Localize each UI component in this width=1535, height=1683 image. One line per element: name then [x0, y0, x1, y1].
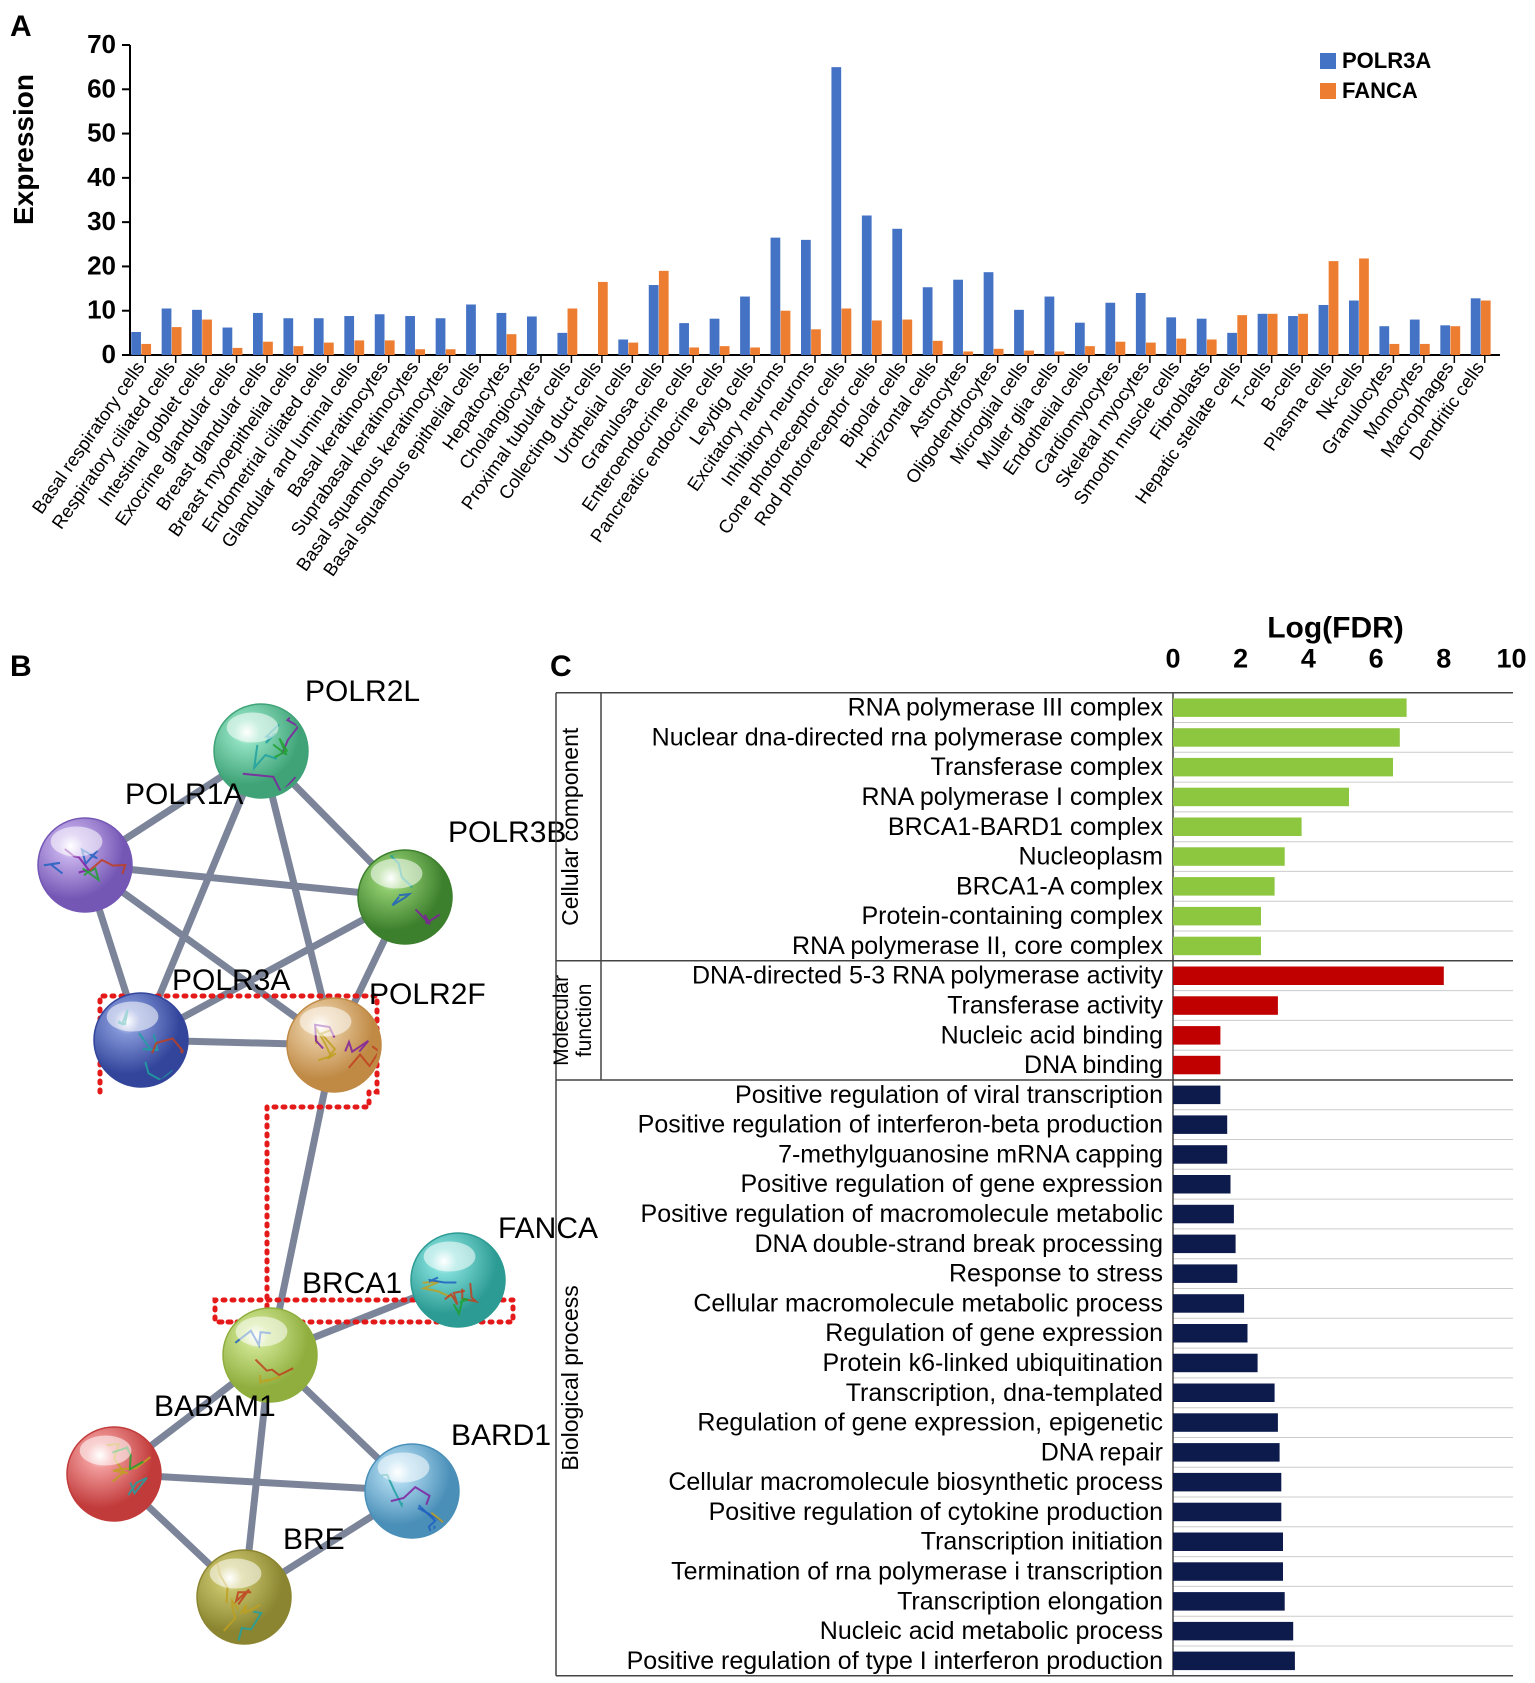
svg-text:Log(FDR): Log(FDR)	[1267, 612, 1404, 645]
svg-text:RNA polymerase I complex: RNA polymerase I complex	[861, 783, 1163, 811]
svg-text:Positive regulation of macromo: Positive regulation of macromolecule met…	[641, 1200, 1163, 1228]
svg-text:Transferase complex: Transferase complex	[931, 753, 1164, 781]
svg-text:10: 10	[1496, 644, 1526, 674]
svg-text:Protein k6-linked ubiquitinati: Protein k6-linked ubiquitination	[823, 1349, 1164, 1377]
svg-text:Nucleic acid binding: Nucleic acid binding	[941, 1021, 1163, 1049]
svg-text:Positive regulation of viral t: Positive regulation of viral transcripti…	[735, 1081, 1163, 1109]
svg-text:8: 8	[1436, 644, 1451, 674]
svg-text:DNA-directed 5-3 RNA polymeras: DNA-directed 5-3 RNA polymerase activity	[692, 962, 1163, 990]
svg-text:Positive regulation of interfe: Positive regulation of interferon-beta p…	[638, 1111, 1163, 1139]
svg-text:Cellular component: Cellular component	[557, 727, 583, 926]
svg-text:BRCA1-A complex: BRCA1-A complex	[956, 872, 1164, 900]
svg-text:Protein-containing complex: Protein-containing complex	[861, 902, 1163, 930]
svg-text:Positive regulation of gene ex: Positive regulation of gene expression	[741, 1170, 1164, 1198]
svg-text:Nucleic acid metabolic process: Nucleic acid metabolic process	[820, 1617, 1163, 1645]
svg-text:Termination of rna polymerase: Termination of rna polymerase i transcri…	[671, 1558, 1163, 1586]
svg-text:Molecular: Molecular	[550, 975, 573, 1066]
svg-text:Nuclear dna-directed rna polym: Nuclear dna-directed rna polymerase comp…	[652, 723, 1164, 751]
svg-text:Transferase activity: Transferase activity	[947, 992, 1163, 1020]
svg-text:function: function	[573, 984, 596, 1058]
svg-text:Transcription, dna-templated: Transcription, dna-templated	[846, 1379, 1163, 1407]
svg-text:RNA polymerase II, core comple: RNA polymerase II, core complex	[792, 932, 1163, 960]
svg-text:Positive regulation of cytokin: Positive regulation of cytokine producti…	[709, 1498, 1163, 1526]
svg-text:Nucleoplasm: Nucleoplasm	[1018, 843, 1163, 871]
svg-text:7-methylguanosine mRNA capping: 7-methylguanosine mRNA capping	[778, 1140, 1163, 1168]
svg-text:DNA binding: DNA binding	[1024, 1051, 1163, 1079]
svg-text:Positive regulation of type I: Positive regulation of type I interferon…	[627, 1647, 1163, 1675]
svg-text:Transcription elongation: Transcription elongation	[897, 1587, 1163, 1615]
svg-text:Cellular macromolecule metabol: Cellular macromolecule metabolic process	[693, 1289, 1163, 1317]
svg-text:BRCA1-BARD1 complex: BRCA1-BARD1 complex	[888, 813, 1164, 841]
svg-text:DNA repair: DNA repair	[1041, 1438, 1163, 1466]
svg-text:Cellular macromolecule biosynt: Cellular macromolecule biosynthetic proc…	[668, 1468, 1163, 1496]
svg-text:Regulation of gene expression: Regulation of gene expression	[825, 1319, 1163, 1347]
svg-text:DNA double-strand break proces: DNA double-strand break processing	[754, 1230, 1163, 1258]
svg-text:4: 4	[1301, 644, 1316, 674]
svg-text:Response to stress: Response to stress	[949, 1260, 1163, 1288]
svg-text:Biological process: Biological process	[557, 1285, 583, 1470]
svg-text:6: 6	[1369, 644, 1384, 674]
svg-text:Transcription initiation: Transcription initiation	[921, 1528, 1163, 1556]
svg-text:RNA polymerase III complex: RNA polymerase III complex	[848, 694, 1164, 722]
svg-text:2: 2	[1233, 644, 1248, 674]
svg-text:Regulation of gene expression,: Regulation of gene expression, epigeneti…	[697, 1409, 1163, 1437]
svg-text:0: 0	[1165, 644, 1180, 674]
